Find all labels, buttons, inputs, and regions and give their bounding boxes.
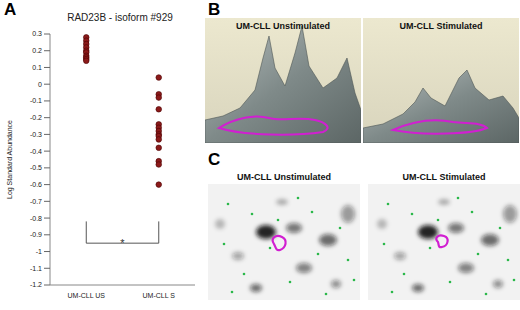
html-text:B: B — [208, 0, 221, 19]
svg-text:-0.3: -0.3 — [30, 131, 42, 138]
svg-text:-1.1: -1.1 — [30, 265, 42, 272]
svg-text:-0.2: -0.2 — [30, 114, 42, 121]
html-text:C: C — [208, 150, 221, 169]
html-text:UM-CLL Stimulated: UM-CLL Stimulated — [399, 21, 483, 31]
html-text:UM-CLL Unstimulated: UM-CLL Unstimulated — [236, 21, 330, 31]
svg-text:-0.1: -0.1 — [30, 97, 42, 104]
html-text:RAD23B - isoform #929: RAD23B - isoform #929 — [67, 12, 173, 23]
svg-text:UM-CLL US: UM-CLL US — [68, 292, 106, 299]
svg-text:-0.4: -0.4 — [30, 148, 42, 155]
svg-text:-0.9: -0.9 — [30, 231, 42, 238]
svg-text:-1: -1 — [36, 248, 42, 255]
svg-text:0: 0 — [38, 81, 42, 88]
svg-text:0.2: 0.2 — [32, 47, 42, 54]
svg-text:0.1: 0.1 — [32, 64, 42, 71]
svg-text:-0.7: -0.7 — [30, 198, 42, 205]
svg-text:-0.5: -0.5 — [30, 164, 42, 171]
svg-text:-0.8: -0.8 — [30, 215, 42, 222]
svg-text:UM-CLL S: UM-CLL S — [143, 292, 176, 299]
html-text:UM-CLL Stimulated: UM-CLL Stimulated — [402, 172, 486, 182]
html-text:UM-CLL Unstimulated: UM-CLL Unstimulated — [237, 172, 331, 182]
svg-text:-1.2: -1.2 — [30, 281, 42, 288]
html-text:A: A — [4, 0, 17, 19]
svg-text:0.3: 0.3 — [32, 30, 42, 37]
svg-text:-0.6: -0.6 — [30, 181, 42, 188]
svg-text:*: * — [120, 237, 125, 249]
svg-text:Log Standard Abundance: Log Standard Abundance — [6, 120, 14, 199]
